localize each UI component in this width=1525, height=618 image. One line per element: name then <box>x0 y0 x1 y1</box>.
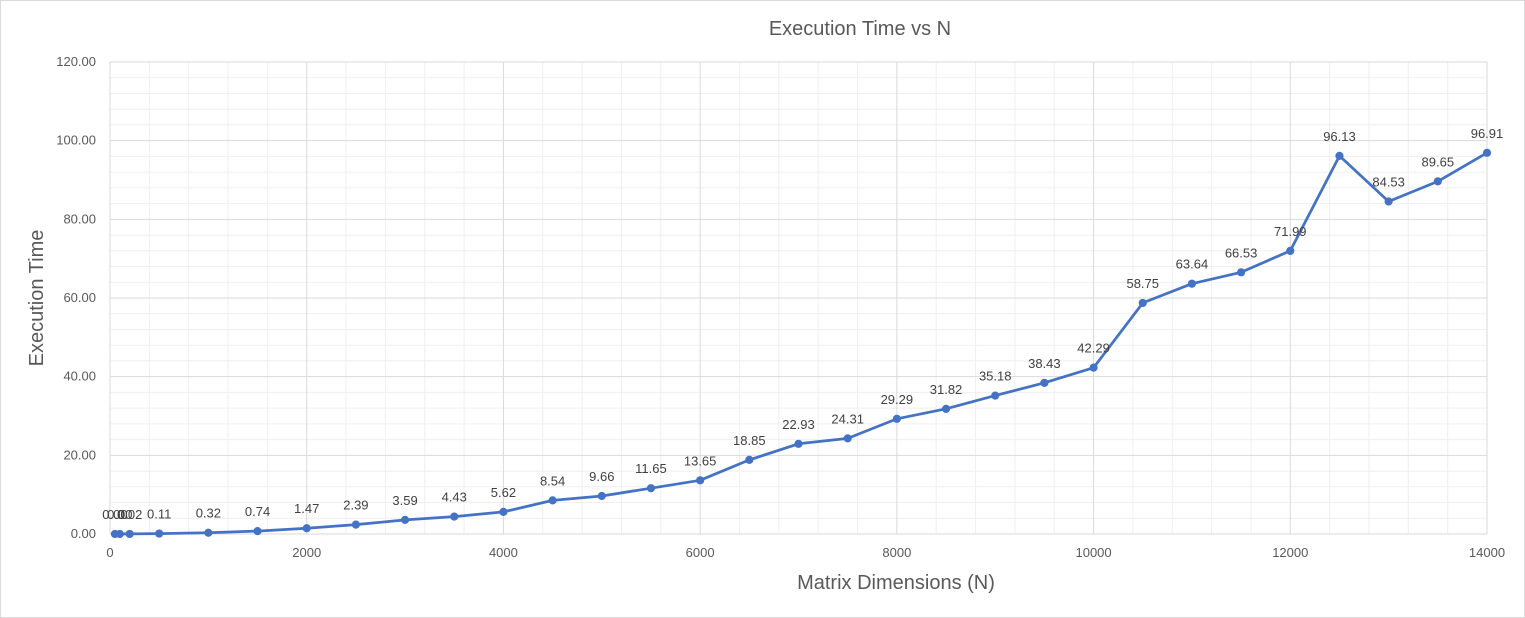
data-point <box>745 455 754 464</box>
data-point <box>696 476 705 485</box>
x-tick-label: 2000 <box>292 545 321 560</box>
data-point <box>548 496 557 505</box>
data-point <box>892 414 901 423</box>
data-label: 8.54 <box>540 473 565 488</box>
data-point <box>115 529 124 539</box>
data-point <box>1138 298 1147 308</box>
data-label: 9.66 <box>589 469 614 484</box>
data-label: 13.65 <box>684 453 717 468</box>
data-label: 0.74 <box>245 504 270 519</box>
x-tick-label: 10000 <box>1075 545 1111 560</box>
chart-title: Execution Time vs N <box>769 18 951 40</box>
y-tick-label: 80.00 <box>63 211 96 226</box>
data-label: 0.00 <box>102 507 127 522</box>
y-tick-label: 40.00 <box>63 369 96 384</box>
data-point <box>1040 378 1049 387</box>
data-label: 42.29 <box>1077 341 1110 356</box>
data-point <box>991 391 1000 400</box>
data-label: 24.31 <box>831 411 864 426</box>
data-label: 0.02 <box>117 507 142 522</box>
data-point <box>450 512 459 521</box>
data-point <box>1237 268 1246 277</box>
data-label: 0.32 <box>196 506 221 521</box>
data-label: 22.93 <box>782 417 815 432</box>
data-label: 71.99 <box>1274 224 1307 239</box>
data-label: 5.62 <box>491 485 516 500</box>
data-label: 11.65 <box>635 461 667 476</box>
data-label: 0.11 <box>147 507 171 522</box>
x-tick-label: 6000 <box>686 545 715 560</box>
data-label: 31.82 <box>930 382 963 397</box>
data-point <box>499 507 508 516</box>
data-point <box>204 528 213 537</box>
data-point <box>351 520 360 529</box>
y-tick-label: 20.00 <box>63 447 96 462</box>
y-tick-label: 120.00 <box>56 54 96 69</box>
x-tick-label: 0 <box>106 545 113 560</box>
x-axis-title: Matrix Dimensions (N) <box>797 572 995 594</box>
series-line <box>114 151 1488 536</box>
data-labels: 0.000.000.02 0.11 0.32 0.74 1.47 2.39 3.59 4.43… <box>102 126 1503 522</box>
y-tick-label: 0.00 <box>71 526 96 541</box>
data-label: 63.64 <box>1176 257 1209 272</box>
data-label: 1.47 <box>294 501 319 516</box>
x-axis-ticks: 0 2000 4000 6000 8000 10000 12000 14000 <box>106 545 1505 560</box>
data-label: 3.59 <box>392 493 417 508</box>
data-label: 96.91 <box>1471 126 1504 141</box>
x-tick-label: 4000 <box>489 545 518 560</box>
data-point <box>1433 177 1442 186</box>
data-point <box>1335 151 1344 160</box>
data-label: 35.18 <box>979 369 1012 384</box>
data-point <box>794 439 803 448</box>
data-point <box>597 491 606 501</box>
data-point <box>1286 246 1295 255</box>
data-point <box>843 434 852 443</box>
major-gridlines <box>109 61 1488 535</box>
data-label: 4.43 <box>442 490 467 505</box>
data-point <box>400 515 410 524</box>
x-tick-label: 12000 <box>1272 545 1308 560</box>
y-axis-ticks: 0.00 20.00 40.00 60.00 80.00 100.00 120.00 <box>56 54 96 541</box>
data-point <box>1187 279 1197 288</box>
data-point <box>1384 197 1393 206</box>
data-label: 2.39 <box>343 498 368 513</box>
y-tick-label: 60.00 <box>63 290 96 305</box>
data-point <box>155 529 164 538</box>
data-point <box>941 404 951 413</box>
data-label: 66.53 <box>1225 245 1258 260</box>
data-label: 96.13 <box>1323 129 1356 144</box>
data-point <box>302 524 311 533</box>
data-point <box>125 529 134 539</box>
data-point <box>1482 148 1492 157</box>
data-label: 89.65 <box>1422 154 1455 169</box>
data-label: 58.75 <box>1126 276 1159 291</box>
data-label: 18.85 <box>733 433 766 448</box>
data-series <box>110 148 1492 539</box>
data-label: 29.29 <box>881 392 914 407</box>
x-tick-label: 14000 <box>1469 545 1505 560</box>
data-point <box>253 526 262 536</box>
data-point <box>646 484 656 493</box>
data-label: 84.53 <box>1372 175 1405 190</box>
y-tick-label: 100.00 <box>56 133 96 148</box>
data-point <box>1089 363 1098 372</box>
y-axis-title: Execution Time <box>26 230 48 367</box>
data-label: 0.00 <box>107 507 132 522</box>
data-label: 38.43 <box>1028 356 1061 371</box>
x-tick-label: 8000 <box>882 545 911 560</box>
